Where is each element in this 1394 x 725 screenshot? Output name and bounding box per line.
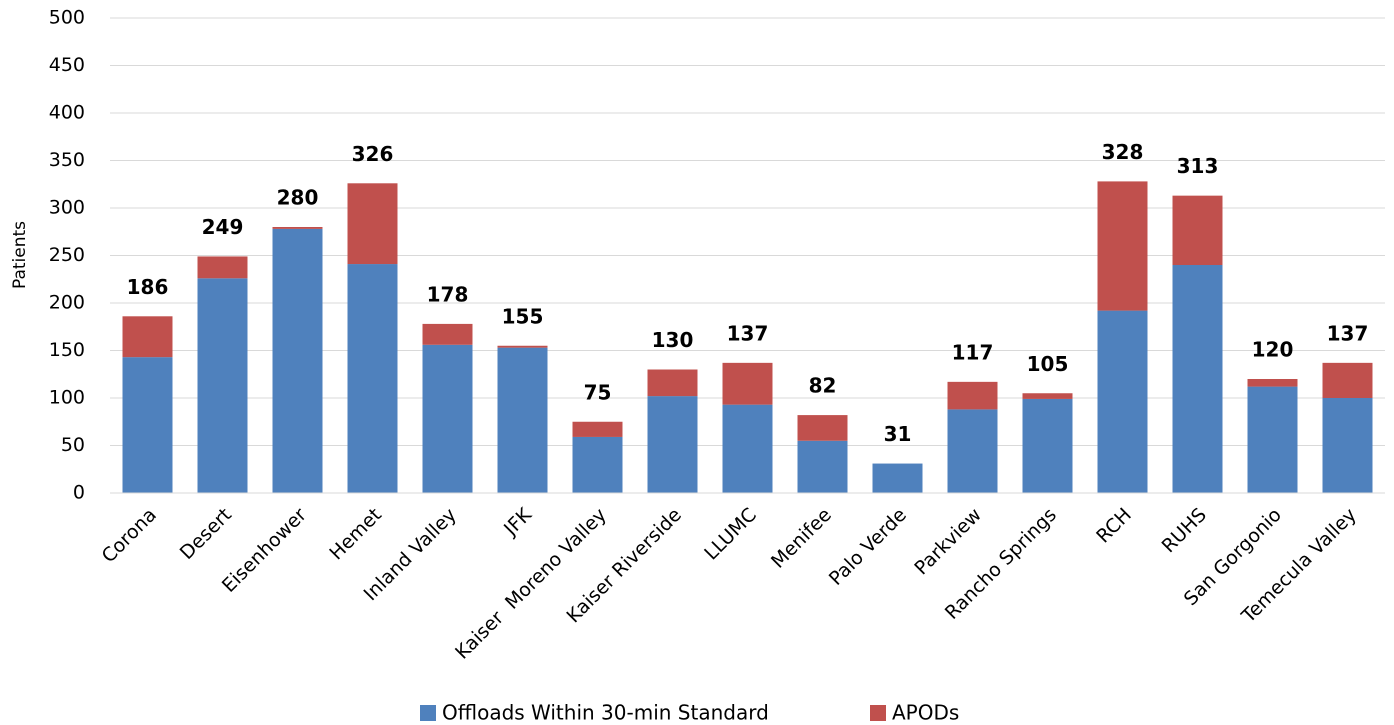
- legend-swatch: [420, 705, 436, 721]
- value-label: 328: [1102, 140, 1144, 164]
- x-tick-label: Palo Verde: [825, 504, 911, 590]
- y-tick-label: 500: [49, 7, 85, 29]
- bar-segment: [197, 256, 248, 279]
- bar-segment: [647, 369, 698, 397]
- value-label: 178: [427, 282, 469, 306]
- bar-segment: [572, 436, 623, 493]
- value-label: 137: [727, 321, 769, 345]
- value-label: 249: [202, 215, 244, 239]
- value-label: 280: [277, 186, 319, 210]
- value-label: 105: [1027, 352, 1069, 376]
- y-tick-label: 0: [73, 482, 85, 504]
- bar-segment: [1172, 265, 1223, 493]
- bar-segment: [497, 345, 548, 348]
- y-tick-label: 100: [49, 387, 85, 409]
- y-tick-label: 200: [49, 292, 85, 314]
- bar-segment: [347, 183, 398, 265]
- legend-label: Offloads Within 30-min Standard: [442, 701, 769, 725]
- y-tick-label: 450: [49, 54, 85, 76]
- x-tick-label: Desert: [176, 504, 236, 564]
- bar-segment: [1097, 181, 1148, 311]
- bar-segment: [422, 323, 473, 345]
- bar-segment: [1022, 393, 1073, 399]
- bar-segment: [122, 357, 173, 493]
- x-tick-label: RCH: [1092, 504, 1136, 548]
- y-tick-label: 50: [61, 434, 85, 456]
- x-tick-label: JFK: [499, 503, 536, 540]
- bar-segment: [722, 404, 773, 493]
- value-label: 326: [352, 142, 394, 166]
- value-label: 313: [1177, 154, 1219, 178]
- bar-segment: [947, 381, 998, 410]
- legend-label: APODs: [892, 701, 959, 725]
- bar-segment: [947, 409, 998, 493]
- bar-segment: [347, 264, 398, 493]
- bar-segment: [272, 228, 323, 493]
- value-label: 130: [652, 328, 694, 352]
- y-tick-label: 300: [49, 197, 85, 219]
- y-tick-label: 400: [49, 102, 85, 124]
- x-tick-label: Hemet: [325, 504, 386, 565]
- value-label: 117: [952, 340, 994, 364]
- legend-swatch: [870, 705, 886, 721]
- bar-segment: [1247, 379, 1298, 387]
- x-tick-label: Corona: [98, 504, 161, 567]
- bar-segment: [872, 463, 923, 493]
- bar-segment: [572, 421, 623, 437]
- value-label: 75: [584, 380, 612, 404]
- bar-segment: [422, 344, 473, 493]
- x-tick-label: Menifee: [767, 504, 836, 573]
- bar-segment: [1322, 362, 1373, 398]
- x-tick-label: LLUMC: [700, 504, 761, 565]
- y-tick-label: 250: [49, 244, 85, 266]
- bar-segment: [722, 362, 773, 405]
- bar-segment: [272, 227, 323, 229]
- value-label: 155: [502, 304, 544, 328]
- bar-segment: [647, 396, 698, 493]
- y-tick-label: 350: [49, 149, 85, 171]
- bar-segment: [797, 415, 848, 441]
- value-label: 31: [884, 422, 912, 446]
- value-label: 82: [809, 374, 837, 398]
- x-tick-label: RUHS: [1158, 504, 1211, 557]
- value-label: 186: [127, 275, 169, 299]
- y-tick-label: 150: [49, 339, 85, 361]
- bar-segment: [1172, 195, 1223, 265]
- x-tick-label: Kaiser Moreno Valley: [451, 504, 611, 664]
- value-label: 137: [1327, 321, 1369, 345]
- bar-segment: [797, 440, 848, 493]
- value-label: 120: [1252, 338, 1294, 362]
- bar-segment: [122, 316, 173, 358]
- bar-segment: [197, 278, 248, 493]
- y-axis-label: Patients: [10, 221, 30, 289]
- bar-segment: [1247, 386, 1298, 493]
- bar-segment: [1322, 398, 1373, 493]
- bar-segment: [1097, 310, 1148, 493]
- x-tick-label: Parkview: [910, 504, 986, 580]
- bar-segment: [497, 347, 548, 493]
- bar-segment: [1022, 398, 1073, 493]
